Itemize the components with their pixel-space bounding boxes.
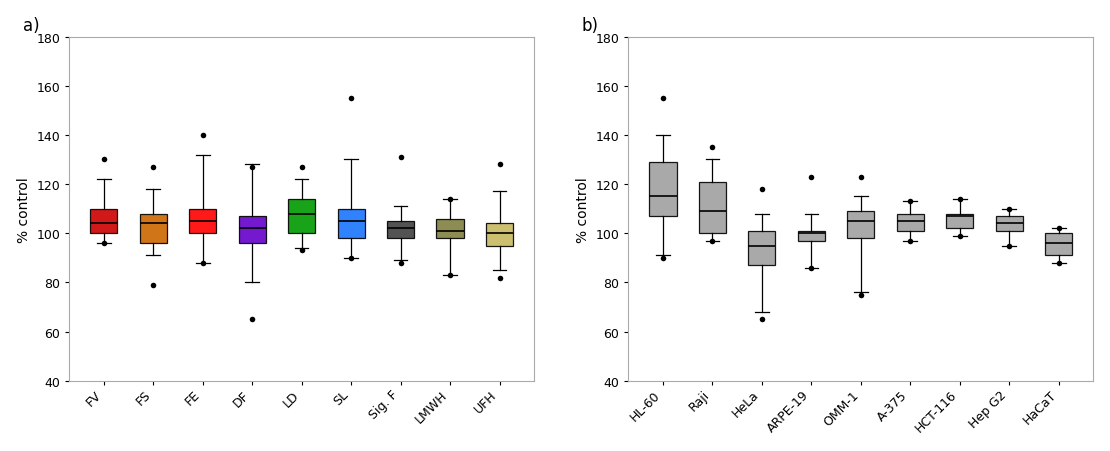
PathPatch shape — [699, 182, 726, 234]
PathPatch shape — [798, 231, 825, 241]
Y-axis label: % control: % control — [17, 176, 31, 242]
Text: b): b) — [582, 17, 598, 35]
PathPatch shape — [337, 209, 365, 239]
PathPatch shape — [387, 221, 414, 239]
PathPatch shape — [90, 209, 118, 234]
PathPatch shape — [486, 224, 513, 246]
PathPatch shape — [239, 216, 265, 244]
PathPatch shape — [189, 209, 216, 234]
PathPatch shape — [897, 214, 924, 231]
PathPatch shape — [436, 219, 464, 239]
Y-axis label: % control: % control — [576, 176, 589, 242]
PathPatch shape — [287, 199, 315, 234]
PathPatch shape — [847, 212, 875, 239]
PathPatch shape — [649, 163, 676, 216]
PathPatch shape — [140, 214, 166, 244]
Text: a): a) — [22, 17, 39, 35]
PathPatch shape — [996, 216, 1022, 231]
PathPatch shape — [748, 231, 776, 266]
PathPatch shape — [946, 214, 973, 229]
PathPatch shape — [1046, 234, 1072, 256]
